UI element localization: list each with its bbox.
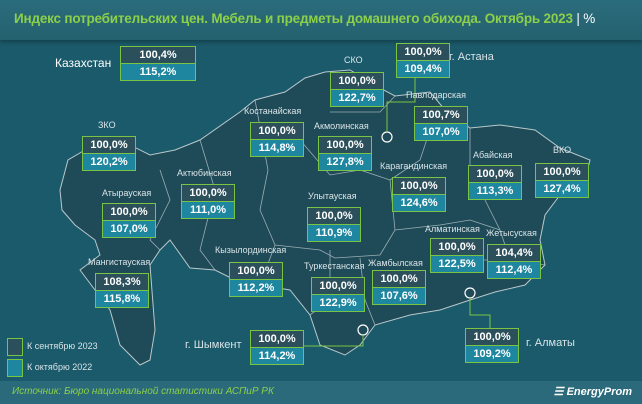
value-vs-prev-month: 100,0%: [397, 44, 449, 61]
value-vs-prev-year: 107,6%: [373, 288, 425, 304]
value-vs-prev-month: 100,0%: [431, 239, 483, 256]
value-vs-prev-year: 127,8%: [319, 154, 371, 170]
region-label-astana: г. Астана: [449, 51, 494, 63]
region-label-aktobe: Актюбинская: [177, 168, 232, 178]
region-label-kyzylorda: Кызылординская: [215, 245, 287, 255]
region-label-akmola: Акмолинская: [314, 121, 369, 131]
value-vs-prev-month: 100,0%: [469, 166, 521, 183]
value-vs-prev-year: 107,0%: [415, 124, 467, 140]
region-label-zhambyl: Жамбылская: [368, 258, 423, 268]
value-vs-prev-month: 100,0%: [536, 164, 588, 181]
region-label-almaty: г. Алматы: [526, 337, 575, 349]
header: Индекс потребительских цен. Мебель и пре…: [0, 0, 642, 40]
value-box-zko: 100,0% 120,2%: [82, 136, 136, 171]
value-vs-prev-year: 114,8%: [251, 140, 303, 156]
value-box-zhetysu: 104,4% 112,4%: [487, 244, 541, 279]
value-vs-prev-month: 100,7%: [415, 107, 467, 124]
value-vs-prev-year: 112,4%: [488, 262, 540, 278]
footer: Источник: Бюро национальной статистики А…: [0, 381, 642, 404]
value-box-turkestan: 100,0% 122,9%: [311, 277, 365, 312]
value-vs-prev-year: 115,2%: [121, 64, 195, 80]
value-vs-prev-year: 107,0%: [103, 221, 155, 237]
value-vs-prev-month: 100,0%: [251, 331, 303, 348]
value-vs-prev-year: 127,4%: [536, 181, 588, 197]
value-vs-prev-month: 100,0%: [182, 185, 234, 202]
value-box-mangystau: 108,3% 115,8%: [95, 273, 149, 308]
region-label-vko: ВКО: [553, 145, 572, 155]
value-box-astana: 100,0% 109,4%: [396, 43, 450, 78]
value-vs-prev-month: 100,0%: [312, 278, 364, 295]
value-vs-prev-year: 109,4%: [397, 61, 449, 77]
value-box-shymkent: 100,0% 114,2%: [250, 330, 304, 365]
value-box-almaty_reg: 100,0% 122,5%: [430, 238, 484, 273]
page-title: Индекс потребительских цен. Мебель и пре…: [14, 11, 595, 26]
title-text: Индекс потребительских цен. Мебель и пре…: [14, 11, 573, 26]
value-vs-prev-year: 113,3%: [469, 183, 521, 199]
value-box-abai: 100,0% 113,3%: [468, 165, 522, 200]
value-box-almaty: 100,0% 109,2%: [465, 328, 519, 363]
legend-swatch-prev-year: [7, 359, 23, 377]
value-vs-prev-month: 104,4%: [488, 245, 540, 262]
value-box-atyrau: 100,0% 107,0%: [102, 203, 156, 238]
value-vs-prev-month: 100,0%: [466, 329, 518, 346]
value-vs-prev-year: 120,2%: [83, 154, 135, 170]
region-label-abai: Абайская: [473, 150, 513, 160]
region-label-zko: ЗКО: [98, 120, 116, 130]
region-label-kostanay: Костанайская: [244, 106, 302, 116]
value-box-ulytau: 100,0% 110,9%: [307, 207, 361, 242]
legend-label-prev-month: К сентябрю 2023: [27, 341, 98, 351]
value-vs-prev-year: 115,8%: [96, 291, 148, 307]
region-label-zhetysu: Жетысуская: [486, 228, 537, 238]
region-label-ulytau: Улытауская: [308, 191, 357, 201]
region-label-mangystau: Мангистауская: [88, 257, 151, 267]
source-note: Источник: Бюро национальной статистики А…: [12, 386, 274, 397]
value-vs-prev-month: 100,0%: [103, 204, 155, 221]
value-vs-prev-year: 110,9%: [308, 225, 360, 241]
value-box-karaganda: 100,0% 124,6%: [392, 177, 446, 212]
value-vs-prev-month: 100,0%: [308, 208, 360, 225]
value-vs-prev-year: 122,9%: [312, 295, 364, 311]
value-box-vko: 100,0% 127,4%: [535, 163, 589, 198]
value-vs-prev-month: 108,3%: [96, 274, 148, 291]
value-vs-prev-month: 100,0%: [83, 137, 135, 154]
value-vs-prev-month: 100,0%: [251, 123, 303, 140]
unit-label: %: [583, 11, 595, 26]
value-vs-prev-month: 100,0%: [331, 73, 383, 90]
region-label-shymkent: г. Шымкент: [185, 339, 242, 351]
value-vs-prev-month: 100,4%: [121, 47, 195, 64]
value-box-kyzylorda: 100,0% 112,2%: [229, 262, 283, 297]
region-label-kz: Казахстан: [55, 56, 112, 70]
value-vs-prev-year: 114,2%: [251, 348, 303, 364]
legend-label-prev-year: К октябрю 2022: [27, 362, 93, 372]
logo-text: EnergyProm: [566, 386, 632, 398]
value-box-pavlodar: 100,7% 107,0%: [414, 106, 468, 141]
value-vs-prev-year: 122,5%: [431, 256, 483, 272]
value-vs-prev-month: 100,0%: [393, 178, 445, 195]
value-box-zhambyl: 100,0% 107,6%: [372, 270, 426, 305]
value-vs-prev-year: 122,7%: [331, 90, 383, 106]
value-box-aktobe: 100,0% 111,0%: [181, 184, 235, 219]
region-label-almaty_reg: Алматинская: [425, 224, 480, 234]
value-vs-prev-month: 100,0%: [230, 263, 282, 280]
value-box-akmola: 100,0% 127,8%: [318, 136, 372, 171]
value-vs-prev-year: 124,6%: [393, 195, 445, 211]
value-vs-prev-year: 109,2%: [466, 346, 518, 362]
value-box-kostanay: 100,0% 114,8%: [250, 122, 304, 157]
region-label-atyrau: Атырауская: [102, 188, 152, 198]
region-label-turkestan: Туркестанская: [304, 261, 365, 271]
value-vs-prev-year: 112,2%: [230, 280, 282, 296]
region-label-karaganda: Карагандинская: [380, 161, 448, 171]
region-label-sko: СКО: [344, 55, 363, 65]
value-box-kz: 100,4% 115,2%: [120, 46, 196, 81]
value-vs-prev-month: 100,0%: [319, 137, 371, 154]
value-vs-prev-year: 111,0%: [182, 202, 234, 218]
region-label-pavlodar: Павлодарская: [406, 90, 466, 100]
legend-swatch-prev-month: [7, 338, 23, 356]
value-box-sko: 100,0% 122,7%: [330, 72, 384, 107]
energyprom-logo: ☰ EnergyProm: [553, 386, 632, 398]
value-vs-prev-month: 100,0%: [373, 271, 425, 288]
